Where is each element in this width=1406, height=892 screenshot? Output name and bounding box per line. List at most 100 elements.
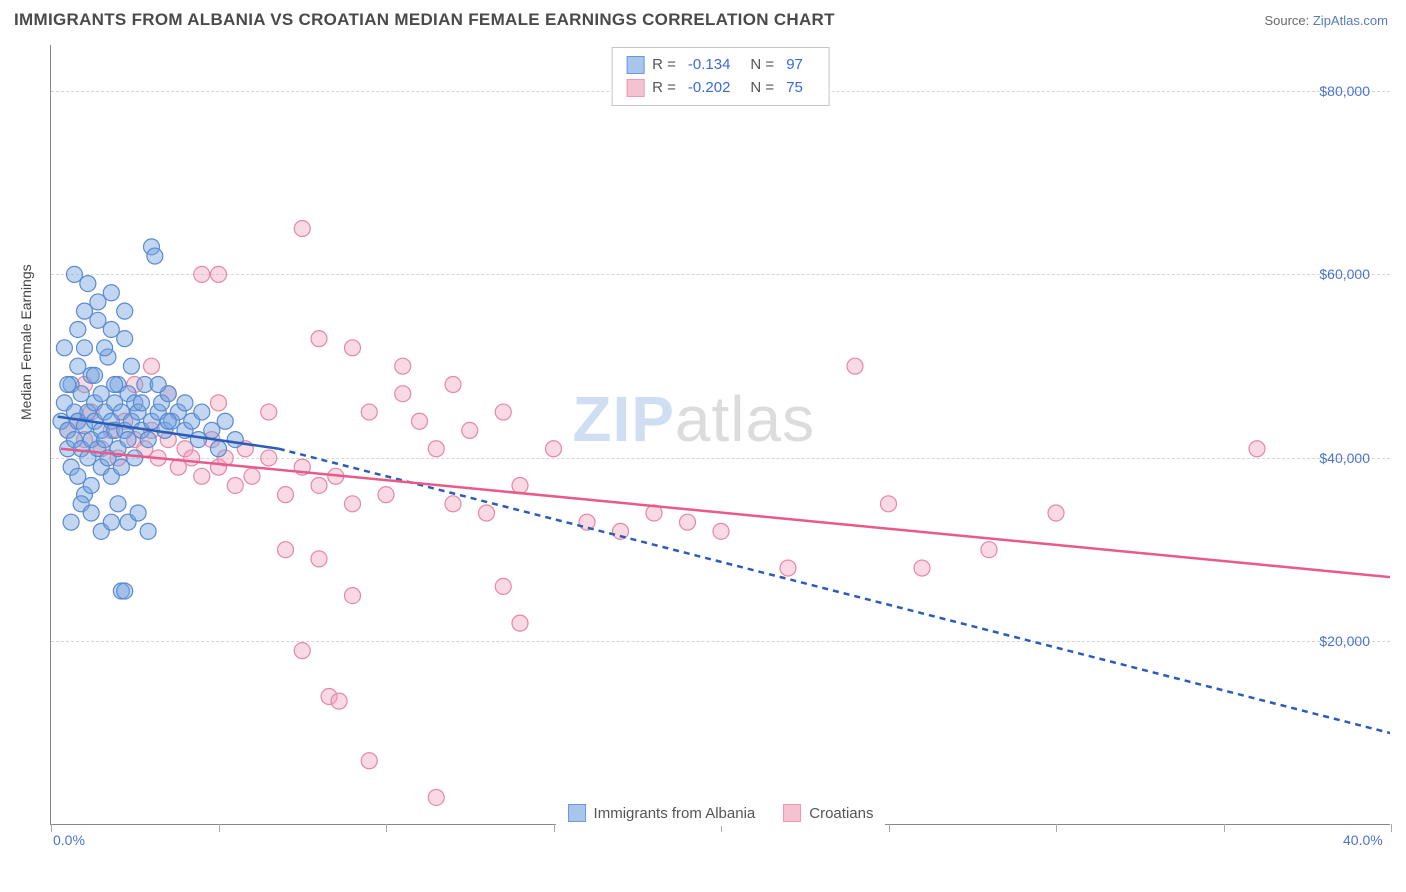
data-point[interactable]	[462, 422, 478, 438]
data-point[interactable]	[147, 248, 163, 264]
data-point[interactable]	[495, 404, 511, 420]
data-point[interactable]	[914, 560, 930, 576]
data-point[interactable]	[680, 514, 696, 530]
data-point[interactable]	[495, 578, 511, 594]
data-point[interactable]	[345, 340, 361, 356]
data-point[interactable]	[847, 358, 863, 374]
data-point[interactable]	[211, 395, 227, 411]
data-point[interactable]	[90, 294, 106, 310]
r-value-albania: -0.134	[688, 54, 731, 77]
data-point[interactable]	[311, 477, 327, 493]
data-point[interactable]	[294, 643, 310, 659]
data-point[interactable]	[445, 377, 461, 393]
data-point[interactable]	[87, 367, 103, 383]
data-point[interactable]	[211, 266, 227, 282]
chart-title: IMMIGRANTS FROM ALBANIA VS CROATIAN MEDI…	[14, 10, 835, 30]
legend-item-croatians: Croatians	[783, 804, 873, 822]
data-point[interactable]	[1048, 505, 1064, 521]
data-point[interactable]	[211, 441, 227, 457]
data-point[interactable]	[780, 560, 796, 576]
data-point[interactable]	[56, 340, 72, 356]
n-value-croatians: 75	[786, 77, 803, 100]
data-point[interactable]	[83, 477, 99, 493]
data-point[interactable]	[217, 413, 233, 429]
x-tick	[1056, 824, 1057, 832]
chart-header: IMMIGRANTS FROM ALBANIA VS CROATIAN MEDI…	[0, 0, 1406, 38]
data-point[interactable]	[117, 583, 133, 599]
data-point[interactable]	[194, 404, 210, 420]
data-point[interactable]	[428, 789, 444, 805]
y-axis-label: Median Female Earnings	[18, 264, 34, 420]
data-point[interactable]	[103, 321, 119, 337]
r-value-croatians: -0.202	[688, 77, 731, 100]
data-point[interactable]	[127, 450, 143, 466]
data-point[interactable]	[140, 523, 156, 539]
data-point[interactable]	[512, 477, 528, 493]
data-point[interactable]	[261, 404, 277, 420]
data-point[interactable]	[881, 496, 897, 512]
data-point[interactable]	[981, 542, 997, 558]
data-point[interactable]	[60, 377, 76, 393]
data-point[interactable]	[445, 496, 461, 512]
swatch-croatians	[626, 79, 644, 97]
data-point[interactable]	[361, 404, 377, 420]
data-point[interactable]	[345, 588, 361, 604]
x-tick	[386, 824, 387, 832]
data-point[interactable]	[123, 358, 139, 374]
data-point[interactable]	[97, 340, 113, 356]
data-point[interactable]	[140, 432, 156, 448]
data-point[interactable]	[107, 377, 123, 393]
data-point[interactable]	[133, 395, 149, 411]
data-point[interactable]	[227, 432, 243, 448]
data-point[interactable]	[395, 358, 411, 374]
data-point[interactable]	[378, 487, 394, 503]
swatch-croatians-icon	[783, 804, 801, 822]
n-value-albania: 97	[786, 54, 803, 77]
data-point[interactable]	[261, 450, 277, 466]
data-point[interactable]	[160, 413, 176, 429]
x-tick	[889, 824, 890, 832]
data-point[interactable]	[130, 505, 146, 521]
data-point[interactable]	[361, 753, 377, 769]
data-point[interactable]	[70, 321, 86, 337]
data-point[interactable]	[144, 358, 160, 374]
data-point[interactable]	[713, 523, 729, 539]
data-point[interactable]	[150, 377, 166, 393]
data-point[interactable]	[412, 413, 428, 429]
data-point[interactable]	[1249, 441, 1265, 457]
x-tick	[51, 824, 52, 832]
data-point[interactable]	[110, 496, 126, 512]
data-point[interactable]	[244, 468, 260, 484]
data-point[interactable]	[278, 487, 294, 503]
data-point[interactable]	[546, 441, 562, 457]
legend-row-albania: R = -0.134 N = 97	[626, 54, 815, 77]
data-point[interactable]	[294, 221, 310, 237]
data-point[interactable]	[311, 551, 327, 567]
data-point[interactable]	[227, 477, 243, 493]
data-point[interactable]	[80, 276, 96, 292]
data-point[interactable]	[194, 266, 210, 282]
data-point[interactable]	[479, 505, 495, 521]
data-point[interactable]	[117, 303, 133, 319]
data-point[interactable]	[512, 615, 528, 631]
data-point[interactable]	[184, 450, 200, 466]
data-point[interactable]	[428, 441, 444, 457]
trend-line	[279, 449, 1390, 733]
data-point[interactable]	[311, 331, 327, 347]
series-legend: Immigrants from Albania Croatians	[556, 800, 886, 826]
data-point[interactable]	[194, 468, 210, 484]
data-point[interactable]	[345, 496, 361, 512]
x-tick	[1224, 824, 1225, 832]
data-point[interactable]	[63, 514, 79, 530]
data-point[interactable]	[395, 386, 411, 402]
trend-line	[61, 449, 1390, 577]
data-point[interactable]	[177, 395, 193, 411]
source-link[interactable]: ZipAtlas.com	[1313, 13, 1388, 28]
data-point[interactable]	[103, 514, 119, 530]
x-tick	[554, 824, 555, 832]
data-point[interactable]	[83, 505, 99, 521]
x-tick	[1391, 824, 1392, 832]
data-point[interactable]	[77, 340, 93, 356]
data-point[interactable]	[331, 693, 347, 709]
data-point[interactable]	[278, 542, 294, 558]
